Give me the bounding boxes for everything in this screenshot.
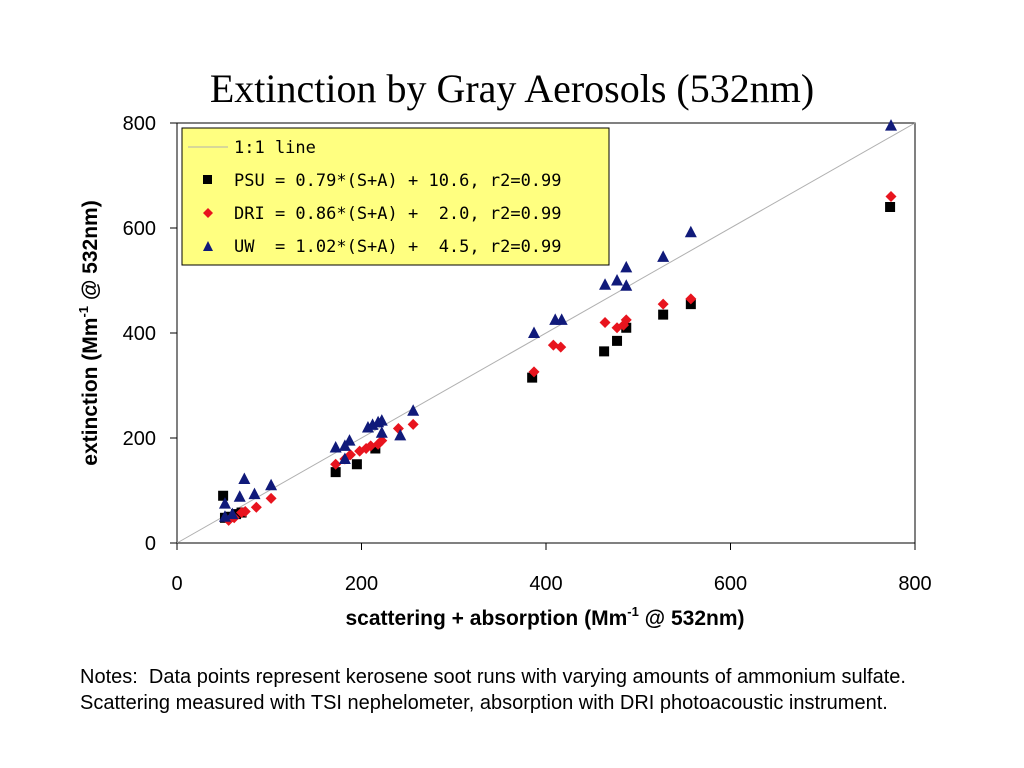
uw-data-point [375, 414, 388, 426]
dri-data-point [620, 314, 632, 326]
psu-data-point [351, 459, 362, 470]
uw-data-point [265, 478, 278, 491]
y-tick-label: 200 [123, 428, 156, 450]
dri-data-point [376, 435, 388, 447]
legend-line-label: 1:1 line [234, 138, 316, 158]
legend-diamond-marker [203, 208, 213, 218]
legend-uw-label: UW = 1.02*(S+A) + 4.5, r2=0.99 [234, 237, 562, 257]
y-axis: 0 200 400 600 800 [123, 113, 177, 555]
x-tick-label: 800 [898, 573, 931, 595]
uw-data-point [620, 279, 633, 291]
dri-data-point [239, 506, 251, 517]
dri-data-point [407, 418, 419, 430]
psu-data-point [658, 309, 669, 320]
uw-data-point [238, 472, 251, 484]
x-tick-label: 200 [345, 573, 378, 595]
uw-data-point [684, 225, 697, 238]
legend-psu-label: PSU = 0.79*(S+A) + 10.6, r2=0.99 [234, 171, 562, 191]
legend: 1:1 line PSU = 0.79*(S+A) + 10.6, r2=0.9… [181, 127, 610, 266]
psu-data-point [218, 490, 229, 501]
psu-data-point [527, 372, 538, 383]
uw-data-point [611, 274, 624, 286]
uw-data-point [407, 404, 420, 416]
uw-data-point [657, 250, 670, 262]
y-tick-label: 600 [123, 218, 156, 240]
x-tick-label: 400 [529, 573, 562, 595]
x-tick-label: 600 [714, 573, 747, 595]
uw-data-point [394, 428, 407, 441]
dri-data-point [528, 366, 540, 378]
dri-data-point [265, 492, 277, 504]
x-axis: 0 200 400 600 800 [171, 543, 932, 595]
dri-data-point [885, 191, 897, 202]
uw-data-point [343, 434, 356, 446]
x-axis-label: scattering + absorption (Mm-1 @ 532nm) [345, 604, 744, 630]
y-axis-label: extinction (Mm-1 @ 532nm) [76, 200, 102, 465]
data-points [218, 119, 898, 526]
psu-data-point [612, 335, 623, 346]
legend-dri-label: DRI = 0.86*(S+A) + 2.0, r2=0.99 [234, 204, 562, 224]
dri-data-point [250, 501, 262, 513]
uw-data-point [329, 440, 342, 453]
uw-data-point [375, 426, 388, 438]
chart-title: Extinction by Gray Aerosols (532nm) [210, 66, 814, 111]
legend-triangle-marker [203, 241, 213, 251]
dri-data-point [657, 298, 669, 310]
uw-data-point [248, 487, 261, 500]
y-tick-label: 0 [145, 533, 156, 555]
dri-data-point [365, 440, 377, 452]
psu-data-point [885, 202, 896, 212]
psu-data-point [599, 346, 610, 357]
uw-data-point [218, 497, 231, 509]
psu-data-point [370, 443, 381, 454]
notes-text: Notes: Data points represent kerosene so… [80, 666, 918, 714]
dri-data-point [685, 293, 697, 305]
dri-data-point [344, 449, 356, 461]
uw-data-point [226, 507, 239, 520]
scatter-chart: Extinction by Gray Aerosols (532nm) 0 200… [76, 66, 932, 630]
y-tick-label: 400 [123, 323, 156, 345]
dri-data-point [555, 341, 567, 353]
uw-data-point [599, 278, 612, 290]
x-tick-label: 0 [171, 573, 182, 595]
uw-data-point [233, 490, 246, 502]
dri-data-point [330, 458, 342, 470]
one-to-one-line [176, 122, 916, 544]
psu-data-point [231, 509, 242, 520]
uw-data-point [338, 452, 351, 464]
y-tick-label: 800 [123, 113, 156, 135]
uw-data-point [885, 119, 898, 131]
uw-data-point [528, 326, 541, 338]
legend-box [181, 127, 610, 266]
dri-data-point [599, 317, 611, 328]
uw-data-point [620, 260, 633, 273]
psu-data-point [330, 467, 341, 478]
legend-square-marker [203, 175, 212, 184]
uw-data-point [555, 313, 568, 325]
